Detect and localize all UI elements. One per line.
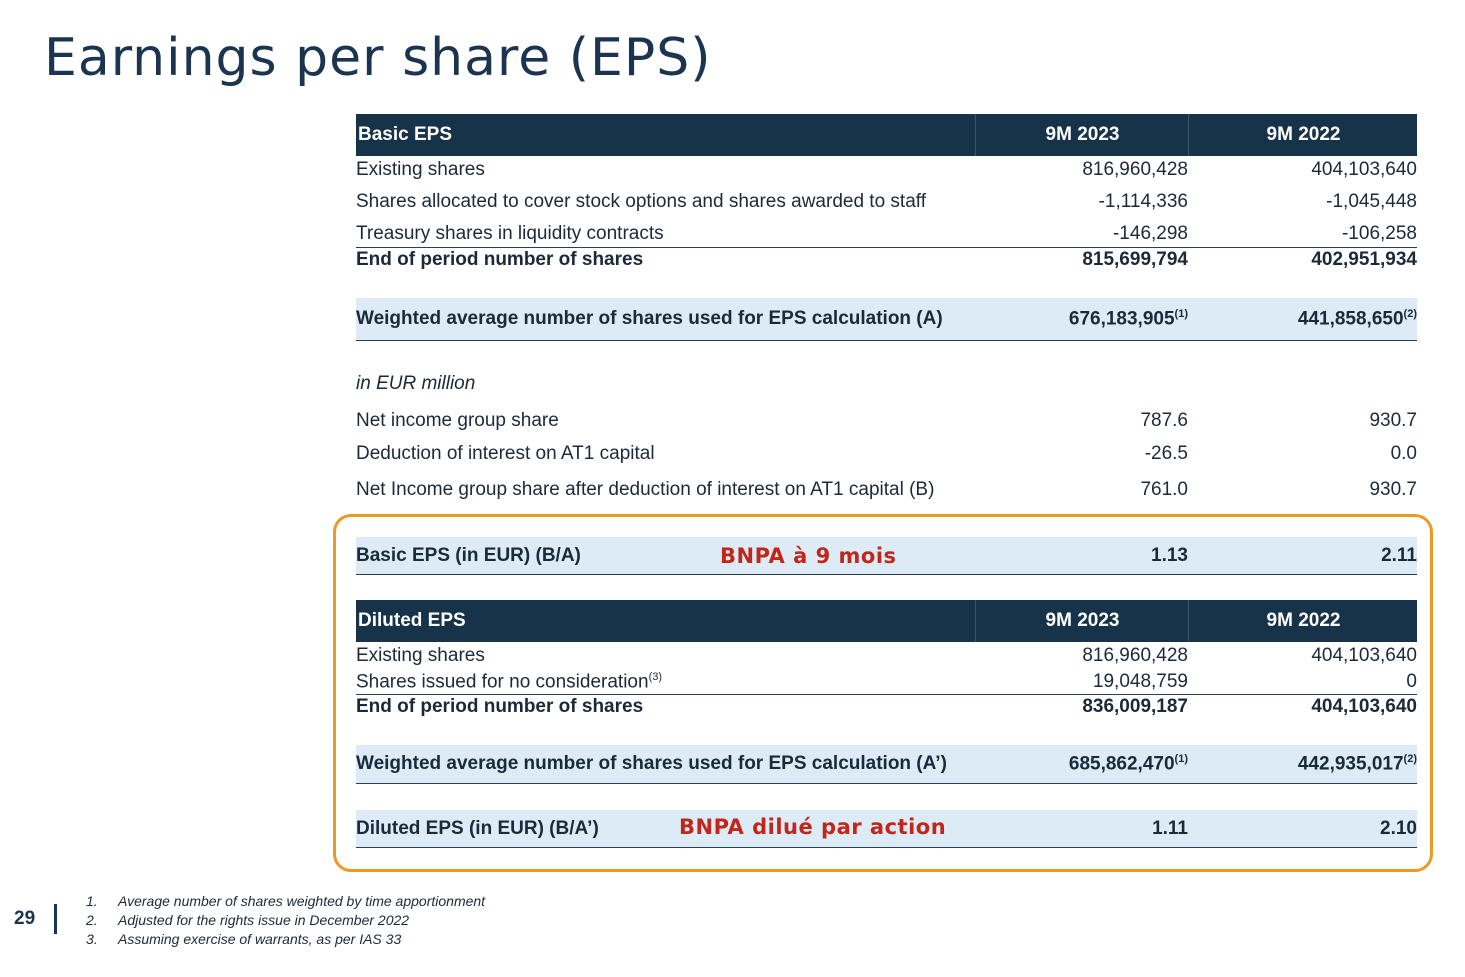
row-label: Weighted average number of shares used f… xyxy=(356,753,947,774)
value-9m-2022: -106,258 xyxy=(1341,223,1417,244)
basic-eps-annotation: BNPA à 9 mois xyxy=(720,544,897,568)
column-header-9m-2023: 9M 2023 xyxy=(975,600,1189,642)
table-row: Treasury shares in liquidity contracts -… xyxy=(356,219,1417,249)
divider xyxy=(356,694,1417,695)
value-9m-2023: -146,298 xyxy=(1112,223,1188,244)
divider xyxy=(356,247,1417,248)
diluted-eps-row: Diluted EPS (in EUR) (B/A’) 1.11 2.10 xyxy=(356,810,1417,848)
column-header-9m-2022: 9M 2022 xyxy=(1188,600,1418,642)
footnote-ref: (1) xyxy=(1174,307,1188,320)
page-number-divider xyxy=(54,904,57,934)
value-9m-2023: 816,960,428 xyxy=(1082,645,1188,666)
basic-eps-row: Basic EPS (in EUR) (B/A) 1.13 2.11 xyxy=(356,537,1417,575)
column-header-9m-2022: 9M 2022 xyxy=(1188,114,1418,156)
footnote: 1. Average number of shares weighted by t… xyxy=(86,893,486,909)
value-9m-2023: 676,183,905(1) xyxy=(1068,307,1188,330)
row-label: End of period number of shares xyxy=(356,696,644,717)
row-label: Basic EPS (in EUR) (B/A) xyxy=(356,544,581,566)
basic-eps-header: Basic EPS 9M 2023 9M 2022 xyxy=(356,114,1417,156)
table-row: Shares allocated to cover stock options … xyxy=(356,187,1417,217)
value-9m-2023: 787.6 xyxy=(1140,410,1188,431)
row-label: Existing shares xyxy=(356,159,485,180)
table-row: Shares issued for no consideration(3) 19… xyxy=(356,667,1417,697)
highlight-box xyxy=(333,514,1433,872)
value-9m-2022: 2.11 xyxy=(1381,544,1417,566)
diluted-eps-header: Diluted EPS 9M 2023 9M 2022 xyxy=(356,600,1417,642)
diluted-weighted-average-row: Weighted average number of shares used f… xyxy=(356,745,1417,784)
value-9m-2023: 816,960,428 xyxy=(1082,159,1188,180)
value-9m-2023: 815,699,794 xyxy=(1082,249,1188,270)
table-row: Existing shares 816,960,428 404,103,640 xyxy=(356,155,1417,185)
page-title: Earnings per share (EPS) xyxy=(44,28,712,88)
value-9m-2023: 761.0 xyxy=(1140,479,1188,500)
value-9m-2023: 685,862,470(1) xyxy=(1068,752,1188,775)
value-9m-2023: 1.13 xyxy=(1151,544,1188,566)
row-label: Shares issued for no consideration(3) xyxy=(356,670,663,693)
weighted-average-row: Weighted average number of shares used f… xyxy=(356,298,1417,341)
row-label: Diluted EPS (in EUR) (B/A’) xyxy=(356,817,599,839)
footnote: 2. Adjusted for the rights issue in Decem… xyxy=(86,912,410,928)
table-row-total: End of period number of shares 815,699,7… xyxy=(356,245,1417,275)
value-9m-2022: 404,103,640 xyxy=(1311,696,1417,717)
value-9m-2023: -26.5 xyxy=(1144,443,1188,464)
value-9m-2022: 441,858,650(2) xyxy=(1297,307,1417,330)
value-9m-2022: 442,935,017(2) xyxy=(1297,752,1417,775)
table-row-total: End of period number of shares 836,009,1… xyxy=(356,692,1417,722)
value-9m-2022: -1,045,448 xyxy=(1326,191,1417,212)
row-label: Existing shares xyxy=(356,645,485,666)
diluted-eps-annotation: BNPA dilué par action xyxy=(679,815,947,839)
row-label: Weighted average number of shares used f… xyxy=(356,308,943,329)
footnote-ref: (2) xyxy=(1403,752,1417,765)
basic-eps-header-label: Basic EPS xyxy=(358,124,452,145)
value-9m-2022: 404,103,640 xyxy=(1311,159,1417,180)
table-row: Net Income group share after deduction o… xyxy=(356,475,1417,505)
value-9m-2023: 1.11 xyxy=(1152,817,1188,839)
row-label: Net Income group share after deduction o… xyxy=(356,479,935,500)
row-label: Shares allocated to cover stock options … xyxy=(356,191,926,212)
footnote-ref: (3) xyxy=(648,670,663,683)
row-label: Net income group share xyxy=(356,410,559,431)
unit-label: in EUR million xyxy=(356,373,476,394)
footnote-ref: (1) xyxy=(1174,752,1188,765)
diluted-eps-header-label: Diluted EPS xyxy=(358,610,466,631)
value-9m-2022: 0 xyxy=(1406,671,1417,692)
footnotes: 1. Average number of shares weighted by t… xyxy=(86,892,485,949)
value-9m-2023: -1,114,336 xyxy=(1098,191,1188,212)
value-9m-2023: 836,009,187 xyxy=(1082,696,1188,717)
value-9m-2022: 930.7 xyxy=(1369,479,1417,500)
row-label: Deduction of interest on AT1 capital xyxy=(356,443,655,464)
table-row: Deduction of interest on AT1 capital -26… xyxy=(356,439,1417,469)
footnote: 3. Assuming exercise of warrants, as per … xyxy=(86,931,402,947)
table-row: Net income group share 787.6 930.7 xyxy=(356,406,1417,436)
row-label: Treasury shares in liquidity contracts xyxy=(356,223,664,244)
footnote-ref: (2) xyxy=(1403,307,1417,320)
value-9m-2022: 930.7 xyxy=(1369,410,1417,431)
value-9m-2023: 19,048,759 xyxy=(1092,671,1188,692)
value-9m-2022: 402,951,934 xyxy=(1311,249,1417,270)
value-9m-2022: 2.10 xyxy=(1380,817,1417,839)
column-header-9m-2023: 9M 2023 xyxy=(975,114,1189,156)
row-label: End of period number of shares xyxy=(356,249,644,270)
page-number: 29 xyxy=(14,908,36,929)
value-9m-2022: 404,103,640 xyxy=(1311,645,1417,666)
value-9m-2022: 0.0 xyxy=(1390,443,1417,464)
table-row: Existing shares 816,960,428 404,103,640 xyxy=(356,641,1417,671)
